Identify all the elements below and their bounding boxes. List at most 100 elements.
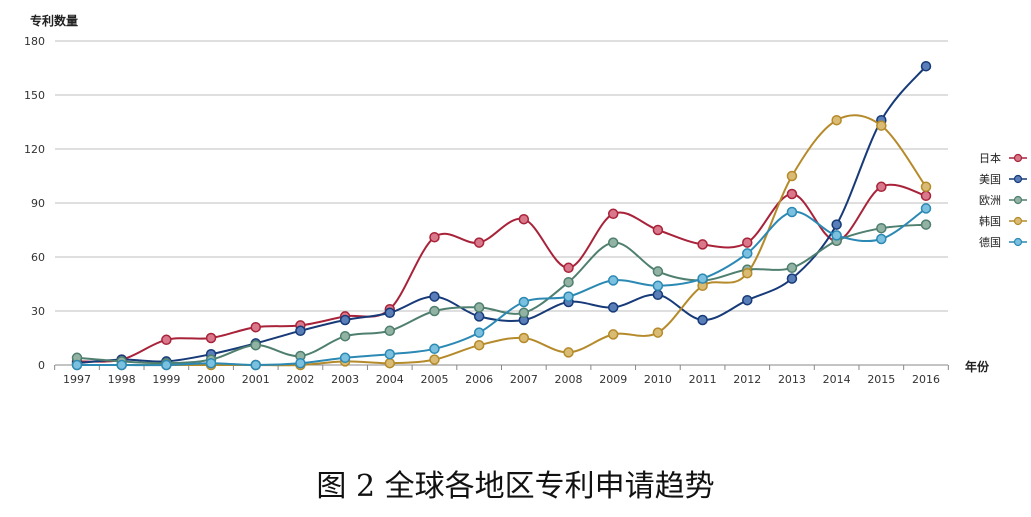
data-point	[518, 307, 530, 319]
data-point	[920, 190, 932, 202]
data-point	[697, 314, 708, 326]
legend-label: 日本	[979, 151, 1001, 165]
data-point	[339, 352, 351, 364]
data-point	[339, 314, 351, 326]
series-line	[76, 223, 927, 365]
data-point	[652, 289, 664, 301]
x-tick-label: 2014	[823, 373, 851, 386]
series-line	[77, 207, 927, 367]
data-point	[652, 224, 664, 236]
data-point	[920, 60, 932, 72]
data-point	[384, 325, 396, 337]
y-tick-label: 180	[24, 35, 45, 48]
y-tick-label: 60	[31, 251, 45, 264]
data-point	[607, 275, 619, 286]
x-tick-label: 2007	[510, 373, 538, 386]
data-point	[563, 347, 574, 358]
legend-marker	[1013, 153, 1023, 163]
data-point	[518, 332, 530, 344]
data-point	[429, 354, 440, 365]
data-point	[607, 329, 619, 340]
data-point	[71, 359, 83, 371]
y-tick-label: 150	[24, 89, 45, 102]
data-point	[697, 273, 708, 284]
data-point	[205, 332, 217, 344]
grid-lines	[55, 40, 948, 366]
data-point	[295, 325, 306, 337]
data-point	[339, 330, 351, 342]
series-1	[71, 181, 932, 367]
x-tick-label: 2008	[555, 373, 583, 386]
y-tick-label: 90	[31, 197, 45, 210]
data-point	[742, 248, 753, 259]
data-point	[920, 181, 932, 193]
data-point	[429, 291, 440, 302]
series-layer	[71, 60, 932, 371]
data-point	[205, 357, 217, 369]
legend-item: 韩国	[979, 214, 1027, 228]
data-point	[607, 208, 619, 220]
data-point	[876, 233, 887, 245]
figure-caption: 图 2 全球各地区专利申请趋势	[316, 469, 715, 504]
y-tick-label: 120	[24, 143, 45, 156]
data-point	[786, 188, 798, 200]
legend-marker	[1013, 195, 1023, 205]
data-point	[473, 327, 485, 338]
data-point	[429, 231, 440, 243]
data-point	[786, 206, 798, 218]
legend-marker	[1013, 174, 1023, 184]
data-point	[742, 294, 753, 306]
x-tick-label: 2003	[331, 373, 359, 386]
x-tick-label: 1998	[108, 373, 136, 386]
data-point	[652, 266, 664, 277]
data-point	[429, 305, 440, 317]
x-tick-label: 2016	[912, 373, 940, 386]
series-4	[71, 114, 932, 371]
data-point	[161, 334, 172, 346]
data-point	[384, 348, 396, 360]
legend-item: 日本	[979, 151, 1027, 165]
data-point	[250, 339, 261, 351]
data-point	[831, 219, 842, 230]
series-line	[77, 114, 927, 367]
data-point	[518, 296, 530, 308]
data-point	[250, 321, 261, 333]
line-chart: 0 30 60 90 120 150 180 1997 1998 1999 2000 2001 200…	[24, 13, 1027, 386]
legend-marker	[1013, 237, 1023, 247]
legend-marker	[1013, 216, 1023, 226]
x-tick-label: 2004	[376, 373, 404, 386]
data-point	[697, 239, 708, 250]
legend-item: 德国	[979, 235, 1027, 249]
x-tick-label: 2000	[197, 373, 225, 386]
data-point	[295, 357, 306, 369]
series-2	[71, 60, 932, 369]
legend-label: 德国	[979, 235, 1001, 249]
data-point	[116, 359, 127, 371]
data-point	[786, 273, 798, 284]
x-tick-label: 2013	[778, 373, 806, 386]
x-tick-label: 2012	[733, 373, 761, 386]
data-point	[652, 327, 664, 338]
legend-label: 美国	[979, 173, 1001, 186]
data-point	[473, 311, 485, 322]
series-3	[71, 219, 932, 369]
x-tick-label: 2002	[286, 373, 314, 386]
data-point	[518, 213, 530, 225]
data-point	[920, 219, 932, 230]
data-point	[876, 222, 887, 234]
data-point	[831, 230, 842, 241]
data-point	[250, 359, 261, 371]
x-tick-label: 2005	[420, 373, 448, 386]
data-point	[742, 237, 753, 248]
y-tick-label: 0	[38, 359, 45, 372]
x-tick-label: 1999	[152, 373, 180, 386]
legend-item: 美国	[979, 173, 1027, 186]
data-point	[384, 357, 396, 369]
data-point	[161, 359, 172, 371]
x-tick-label: 2006	[465, 373, 493, 386]
data-point	[384, 307, 396, 319]
data-point	[920, 203, 932, 214]
data-point	[607, 237, 619, 248]
x-tick-label: 2011	[689, 373, 717, 386]
